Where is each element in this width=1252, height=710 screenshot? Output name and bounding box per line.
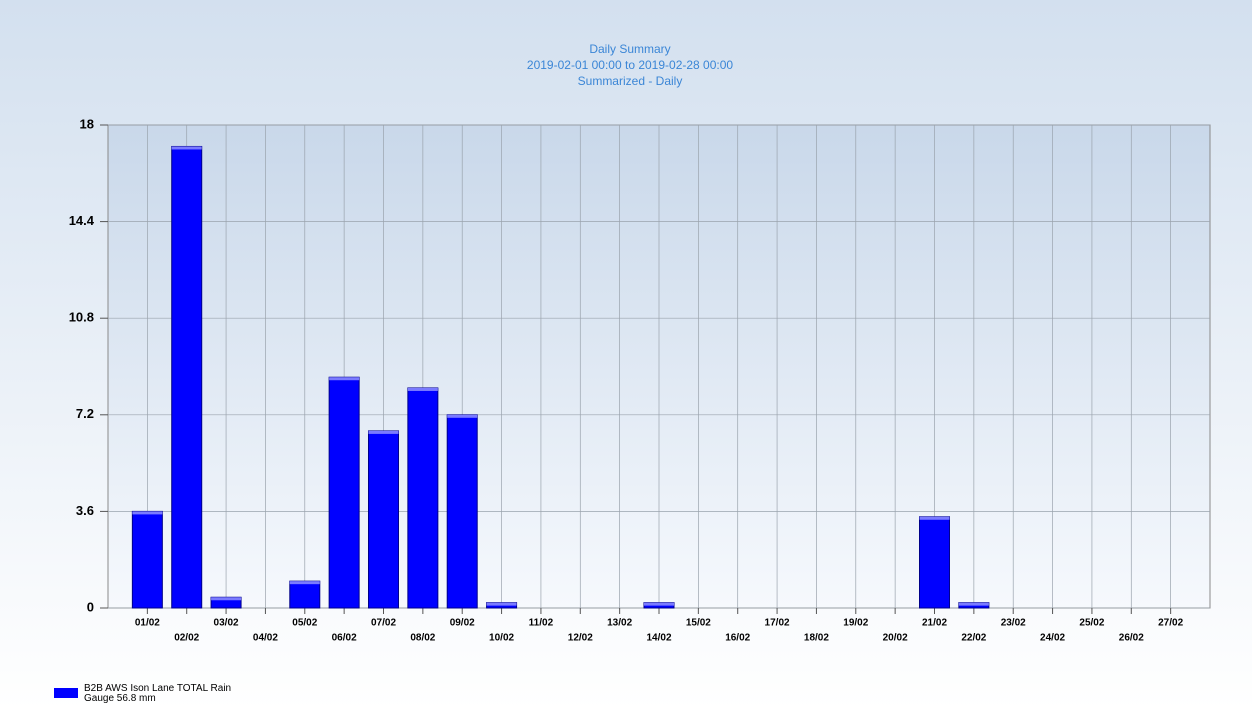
chart: Daily Summary 2019-02-01 00:00 to 2019-0…	[69, 42, 1211, 644]
bar-highlight	[171, 146, 202, 150]
x-tick-label: 03/02	[214, 618, 239, 629]
x-tick-label: 25/02	[1079, 618, 1104, 629]
x-tick-label: 01/02	[135, 618, 160, 629]
chart-summary: Summarized - Daily	[578, 74, 683, 88]
legend: B2B AWS Ison Lane TOTAL Rain Gauge 56.8 …	[54, 684, 254, 704]
y-tick-label: 18	[80, 116, 94, 131]
bar-highlight	[407, 387, 438, 391]
bar-highlight	[329, 377, 360, 381]
x-tick-label: 19/02	[843, 618, 868, 629]
bar	[919, 516, 950, 609]
x-tick-label: 24/02	[1040, 633, 1065, 644]
x-tick-label: 13/02	[607, 618, 632, 629]
x-tick-label: 21/02	[922, 618, 947, 629]
x-tick-label: 14/02	[646, 633, 671, 644]
x-tick-label: 15/02	[686, 618, 711, 629]
x-tick-label: 18/02	[804, 633, 829, 644]
bar-highlight	[486, 602, 517, 606]
bar	[446, 414, 478, 609]
x-tick-label: 02/02	[174, 633, 199, 644]
x-tick-label: 07/02	[371, 618, 396, 629]
x-tick-label: 06/02	[332, 633, 357, 644]
legend-label: B2B AWS Ison Lane TOTAL Rain Gauge 56.8 …	[84, 683, 232, 704]
x-tick-label: 04/02	[253, 633, 278, 644]
y-tick-label: 3.6	[76, 503, 94, 518]
x-tick-label: 23/02	[1001, 618, 1026, 629]
x-tick-label: 08/02	[410, 633, 435, 644]
bar-highlight	[644, 602, 674, 606]
bar	[328, 376, 360, 609]
x-tick-label: 10/02	[489, 633, 514, 644]
bar-highlight	[289, 581, 320, 585]
bar-highlight	[919, 516, 950, 520]
bar	[289, 580, 321, 609]
x-tick-label: 05/02	[292, 618, 317, 629]
x-tick-label: 26/02	[1119, 633, 1144, 644]
x-tick-label: 17/02	[765, 618, 790, 629]
bar	[171, 145, 203, 609]
bar-highlight	[368, 430, 399, 434]
y-tick-label: 10.8	[69, 310, 94, 325]
bar-highlight	[211, 597, 242, 601]
chart-title: Daily Summary	[589, 42, 670, 56]
y-tick-label: 0	[87, 599, 94, 614]
bar-highlight	[132, 511, 163, 515]
x-tick-label: 20/02	[883, 633, 908, 644]
bar-highlight	[447, 414, 478, 418]
bar-highlight	[958, 602, 989, 606]
x-tick-label: 22/02	[961, 633, 986, 644]
bar	[368, 430, 399, 609]
x-tick-label: 09/02	[450, 618, 475, 629]
bar	[407, 387, 439, 609]
y-tick-label: 7.2	[76, 406, 94, 421]
chart-subtitle: 2019-02-01 00:00 to 2019-02-28 00:00	[527, 58, 733, 72]
bar	[131, 510, 163, 609]
x-tick-label: 16/02	[725, 633, 750, 644]
x-tick-label: 27/02	[1158, 618, 1183, 629]
legend-swatch	[54, 688, 78, 698]
y-tick-label: 14.4	[69, 213, 95, 228]
x-tick-label: 11/02	[529, 618, 554, 629]
x-tick-label: 12/02	[568, 633, 593, 644]
